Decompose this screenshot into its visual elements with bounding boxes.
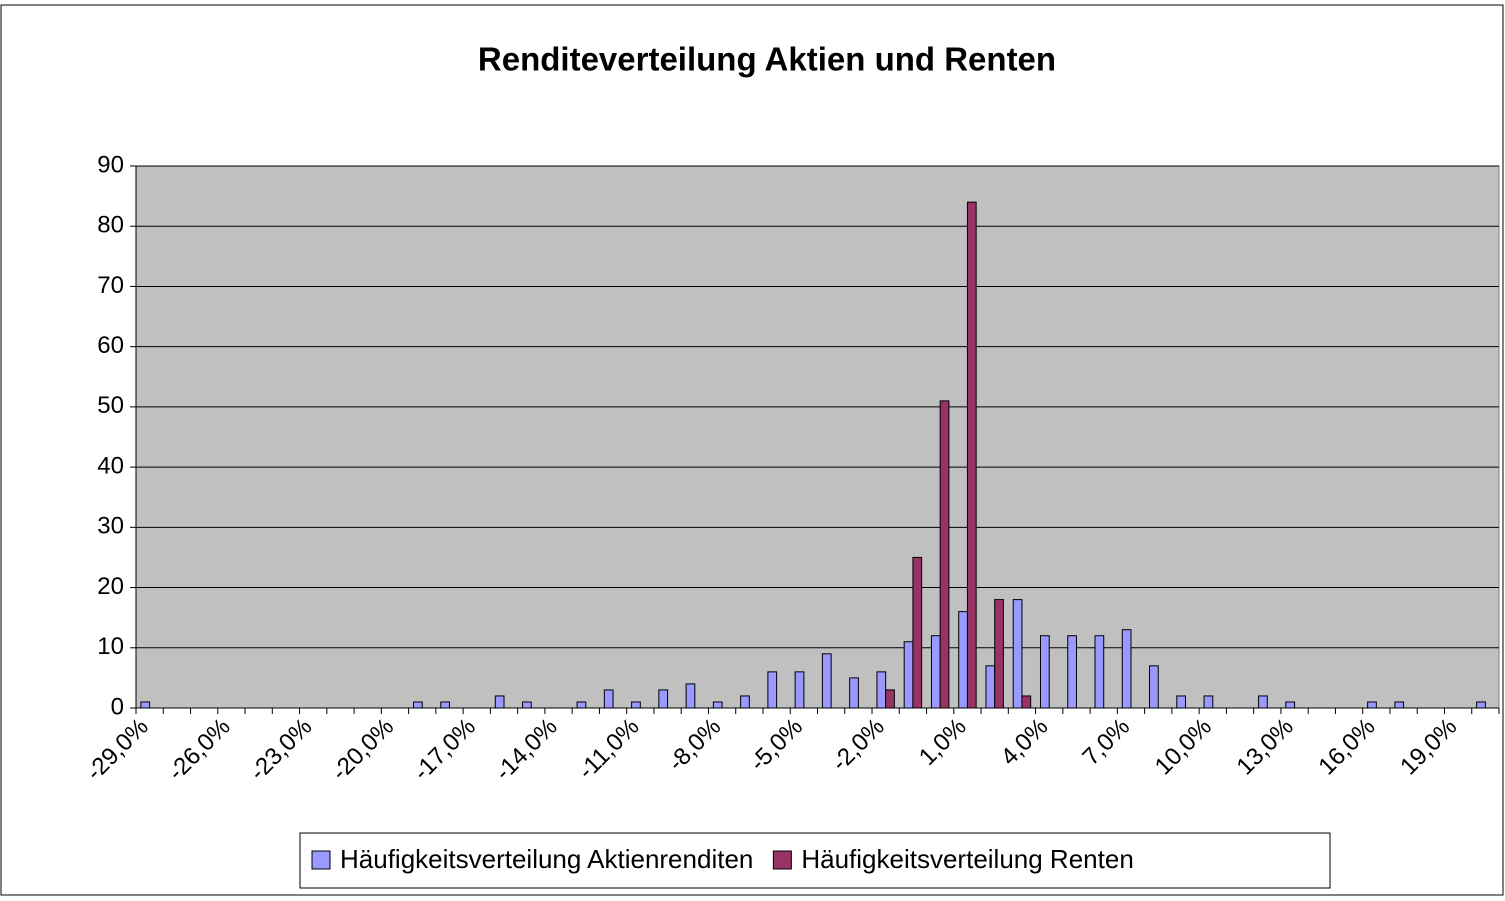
bar: [1039, 635, 1050, 709]
bar: [903, 641, 914, 709]
bar: [1149, 665, 1159, 709]
bar: [603, 689, 614, 709]
y-tick-label: 90: [97, 151, 124, 178]
bar: [1012, 599, 1023, 709]
bar: [413, 701, 423, 709]
bar: [767, 671, 778, 709]
bar: [1394, 701, 1405, 709]
bar: [740, 695, 750, 709]
legend-swatch: [311, 850, 331, 870]
bar: [494, 695, 505, 709]
bar: [522, 701, 532, 709]
legend-swatch: [772, 850, 792, 870]
y-tick-label: 70: [97, 272, 124, 299]
y-tick-label: 80: [97, 212, 124, 239]
bar: [1021, 695, 1032, 709]
legend-box: [299, 832, 1331, 889]
bar: [966, 201, 977, 709]
bar: [440, 701, 450, 709]
bar: [1367, 701, 1377, 709]
bar: [885, 689, 895, 709]
y-tick-label: 40: [97, 452, 124, 479]
bar: [849, 677, 859, 709]
bar: [1094, 635, 1105, 709]
legend-label: Häufigkeitsverteilung Renten: [801, 844, 1133, 874]
bar: [1121, 629, 1132, 709]
bar: [140, 701, 151, 709]
bar: [876, 671, 887, 709]
y-tick-label: 50: [97, 392, 124, 419]
bar: [939, 400, 950, 709]
bar: [1203, 695, 1214, 709]
bar: [958, 611, 968, 709]
bar: [631, 701, 641, 709]
y-tick-label: 10: [97, 633, 124, 660]
bar: [658, 689, 669, 709]
bar: [912, 556, 923, 709]
legend: Häufigkeitsverteilung Aktienrenditen Häuf…: [299, 832, 1331, 889]
bar: [1067, 635, 1077, 709]
bar: [1285, 701, 1296, 709]
bar: [985, 665, 996, 709]
bar: [930, 635, 941, 709]
bar: [576, 701, 587, 709]
bar: [821, 653, 832, 709]
plot-area: [135, 165, 1500, 709]
bar: [1176, 695, 1187, 709]
y-tick-label: 0: [111, 693, 124, 720]
bar: [1258, 695, 1268, 709]
bar: [994, 599, 1004, 709]
y-tick-label: 60: [97, 332, 124, 359]
y-tick-label: 30: [97, 513, 124, 540]
chart-title: Renditeverteilung Aktien und Renten: [478, 41, 1056, 78]
y-tick-label: 20: [97, 573, 124, 600]
bar: [1476, 701, 1486, 709]
bar: [794, 671, 805, 709]
bar: [712, 701, 723, 709]
legend-label: Häufigkeitsverteilung Aktienrenditen: [340, 844, 753, 874]
bar: [685, 683, 696, 709]
